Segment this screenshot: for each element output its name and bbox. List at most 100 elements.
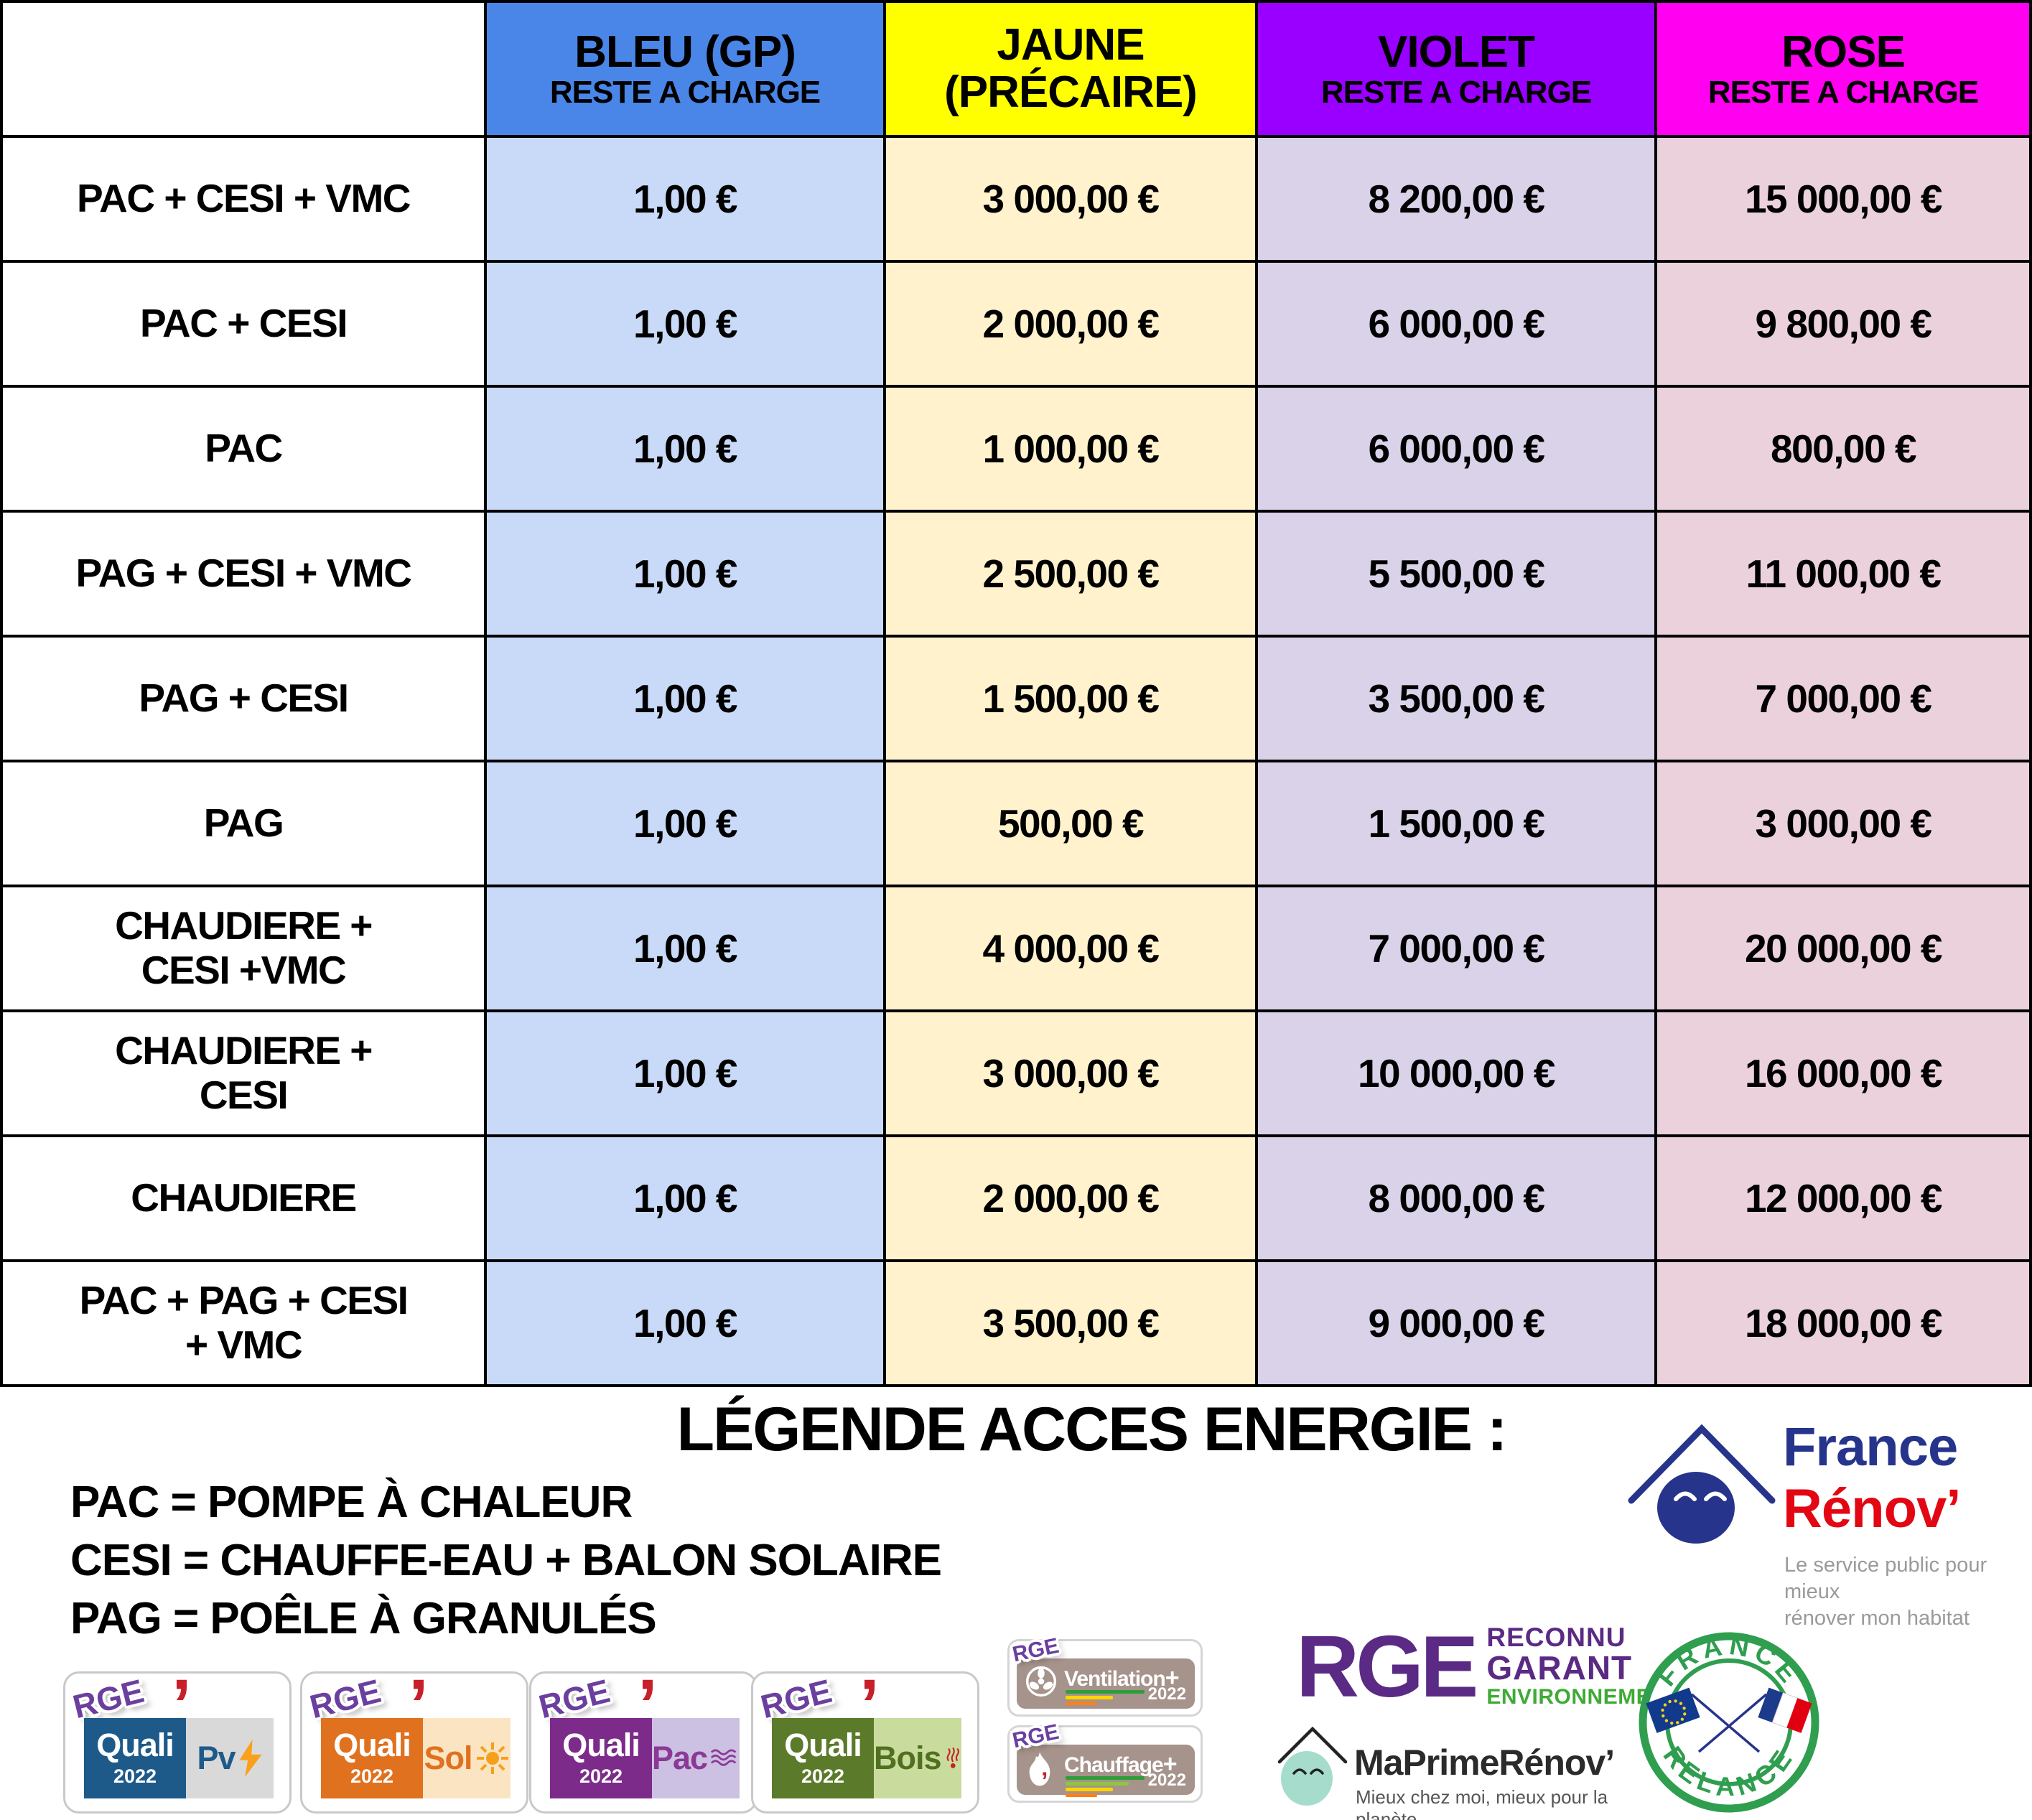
quali-brand-block: Quali 2022	[321, 1718, 423, 1798]
rge-wordmark: RGE	[1296, 1618, 1478, 1716]
table-cell: 2 000,00 €	[886, 263, 1255, 385]
sun-icon	[476, 1742, 508, 1774]
maprimerenov-name: MaPrimeRénov’	[1354, 1742, 1615, 1783]
table-corner-cell	[3, 3, 484, 135]
rge-chauffage-badge: ’ Chauffage+ 2022 RGE	[1007, 1720, 1203, 1803]
house-face-icon	[1277, 1726, 1348, 1806]
table-cell: 3 000,00 €	[1657, 762, 2029, 885]
badge-panel: Ventilation+ 2022	[1017, 1658, 1195, 1709]
legend-items: PAC = POMPE À CHALEUR CESI = CHAUFFE-EAU…	[70, 1478, 942, 1643]
table-cell: 9 800,00 €	[1657, 263, 2029, 385]
row-label: PAC + CESI	[3, 263, 484, 385]
table-cell: 11 000,00 €	[1657, 513, 2029, 635]
row-label: PAC + CESI + VMC	[3, 138, 484, 260]
column-title: JAUNE	[997, 20, 1145, 70]
column-header-bleu: BLEU (GP) RESTE A CHARGE	[487, 3, 883, 135]
france-flag-icon	[1697, 1687, 1812, 1753]
table-cell: 5 500,00 €	[1258, 513, 1654, 635]
table-cell: 12 000,00 €	[1657, 1137, 2029, 1259]
house-face-icon	[1628, 1424, 1776, 1544]
row-label: CHAUDIERE	[3, 1137, 484, 1259]
row-label: CHAUDIERE + CESI +VMC	[3, 887, 484, 1009]
badge-panel: ’ Chauffage+ 2022	[1017, 1745, 1195, 1797]
table-cell: 1,00 €	[487, 513, 883, 635]
table-cell: 7 000,00 €	[1657, 638, 2029, 760]
column-subtitle: RESTE A CHARGE	[1320, 74, 1592, 110]
price-table: BLEU (GP) RESTE A CHARGE JAUNE (PRÉCAIRE…	[0, 0, 2032, 1387]
rge-qualipv-logo: RGE ’ Quali 2022 Pv	[63, 1669, 292, 1814]
waves-icon	[710, 1749, 737, 1766]
rge-ventilation-badge: Ventilation+ 2022 RGE	[1007, 1634, 1203, 1717]
table-cell: 1 500,00 €	[1258, 762, 1654, 885]
quali-brand-block: Quali 2022	[84, 1718, 186, 1798]
table-cell: 1,00 €	[487, 1137, 883, 1259]
table-cell: 1,00 €	[487, 138, 883, 260]
comma-icon: ’	[1041, 1768, 1048, 1795]
quali-brand-block: Quali 2022	[772, 1718, 874, 1798]
france-renov-logo: France Rénov’ Le service public pour mie…	[1619, 1400, 2032, 1637]
france-relance-logo: FRANCE RELANCE	[1639, 1630, 1819, 1813]
lightning-icon	[238, 1740, 262, 1777]
row-label: PAG + CESI	[3, 638, 484, 760]
table-cell: 500,00 €	[886, 762, 1255, 885]
table-cell: 4 000,00 €	[886, 887, 1255, 1009]
table-cell: 1,00 €	[487, 263, 883, 385]
maprimerenov-tagline: Mieux chez moi, mieux pour la planète	[1356, 1786, 1608, 1820]
plus-icon: +	[1165, 1664, 1180, 1691]
table-cell: 1 500,00 €	[886, 638, 1255, 760]
rge-qualipac-logo: RGE ’ Quali 2022 Pac	[529, 1669, 758, 1814]
rge-qualisol-logo: RGE ’ Quali 2022 Sol	[300, 1669, 528, 1814]
table-cell: 1,00 €	[487, 1262, 883, 1384]
quali-program-block: Pv	[186, 1718, 274, 1798]
energy-bars	[1066, 1690, 1145, 1707]
table-cell: 6 000,00 €	[1258, 388, 1654, 510]
france-renov-name-2: Rénov’	[1783, 1478, 1961, 1539]
quali-brand-block: Quali 2022	[550, 1718, 652, 1798]
maprimerenov-logo: MaPrimeRénov’ Mieux chez moi, mieux pour…	[1277, 1717, 1615, 1820]
table-cell: 20 000,00 €	[1657, 887, 2029, 1009]
column-header-violet: VIOLET RESTE A CHARGE	[1258, 3, 1654, 135]
table-cell: 15 000,00 €	[1657, 138, 2029, 260]
table-cell: 1,00 €	[487, 638, 883, 760]
table-cell: 3 000,00 €	[886, 1012, 1255, 1134]
quali-program-block: Sol	[423, 1718, 511, 1798]
rge-environnement-logo: RGE RECONNU GARANT ENVIRONNEMENT	[1296, 1618, 1680, 1716]
column-subtitle: (PRÉCAIRE)	[944, 67, 1198, 117]
column-subtitle: RESTE A CHARGE	[549, 74, 821, 110]
france-renov-tagline: Le service public pour mieux rénover mon…	[1784, 1554, 1987, 1630]
quali-program-block: Bois	[874, 1718, 961, 1798]
eu-flag-icon	[1646, 1687, 1761, 1753]
table-cell: 3 000,00 €	[886, 138, 1255, 260]
table-cell: 3 500,00 €	[886, 1262, 1255, 1384]
table-cell: 2 000,00 €	[886, 1137, 1255, 1259]
table-cell: 3 500,00 €	[1258, 638, 1654, 760]
quali-program-block: Pac	[652, 1718, 740, 1798]
column-header-rose: ROSE RESTE A CHARGE	[1657, 3, 2029, 135]
column-title: BLEU (GP)	[574, 27, 796, 77]
table-cell: 1 000,00 €	[886, 388, 1255, 510]
column-title: VIOLET	[1378, 27, 1535, 77]
france-renov-name-1: France	[1783, 1417, 1958, 1478]
table-cell: 1,00 €	[487, 887, 883, 1009]
table-cell: 9 000,00 €	[1258, 1262, 1654, 1384]
flame-icon	[946, 1747, 959, 1768]
table-cell: 7 000,00 €	[1258, 887, 1654, 1009]
column-subtitle: RESTE A CHARGE	[1707, 74, 1979, 110]
table-cell: 1,00 €	[487, 388, 883, 510]
legend-title: LÉGENDE ACCES ENERGIE :	[676, 1395, 1508, 1464]
row-label: PAC	[3, 388, 484, 510]
plus-icon: +	[1162, 1750, 1178, 1778]
rge-qualibois-logo: RGE ’ Quali 2022 Bois	[751, 1669, 979, 1814]
row-label: PAC + PAG + CESI + VMC	[3, 1262, 484, 1384]
energy-bars	[1066, 1776, 1145, 1799]
table-cell: 800,00 €	[1657, 388, 2029, 510]
table-cell: 18 000,00 €	[1657, 1262, 2029, 1384]
table-cell: 16 000,00 €	[1657, 1012, 2029, 1134]
table-cell: 10 000,00 €	[1258, 1012, 1654, 1134]
column-title: ROSE	[1781, 27, 1906, 77]
row-label: PAG	[3, 762, 484, 885]
row-label: CHAUDIERE + CESI	[3, 1012, 484, 1134]
table-cell: 2 500,00 €	[886, 513, 1255, 635]
table-cell: 6 000,00 €	[1258, 263, 1654, 385]
